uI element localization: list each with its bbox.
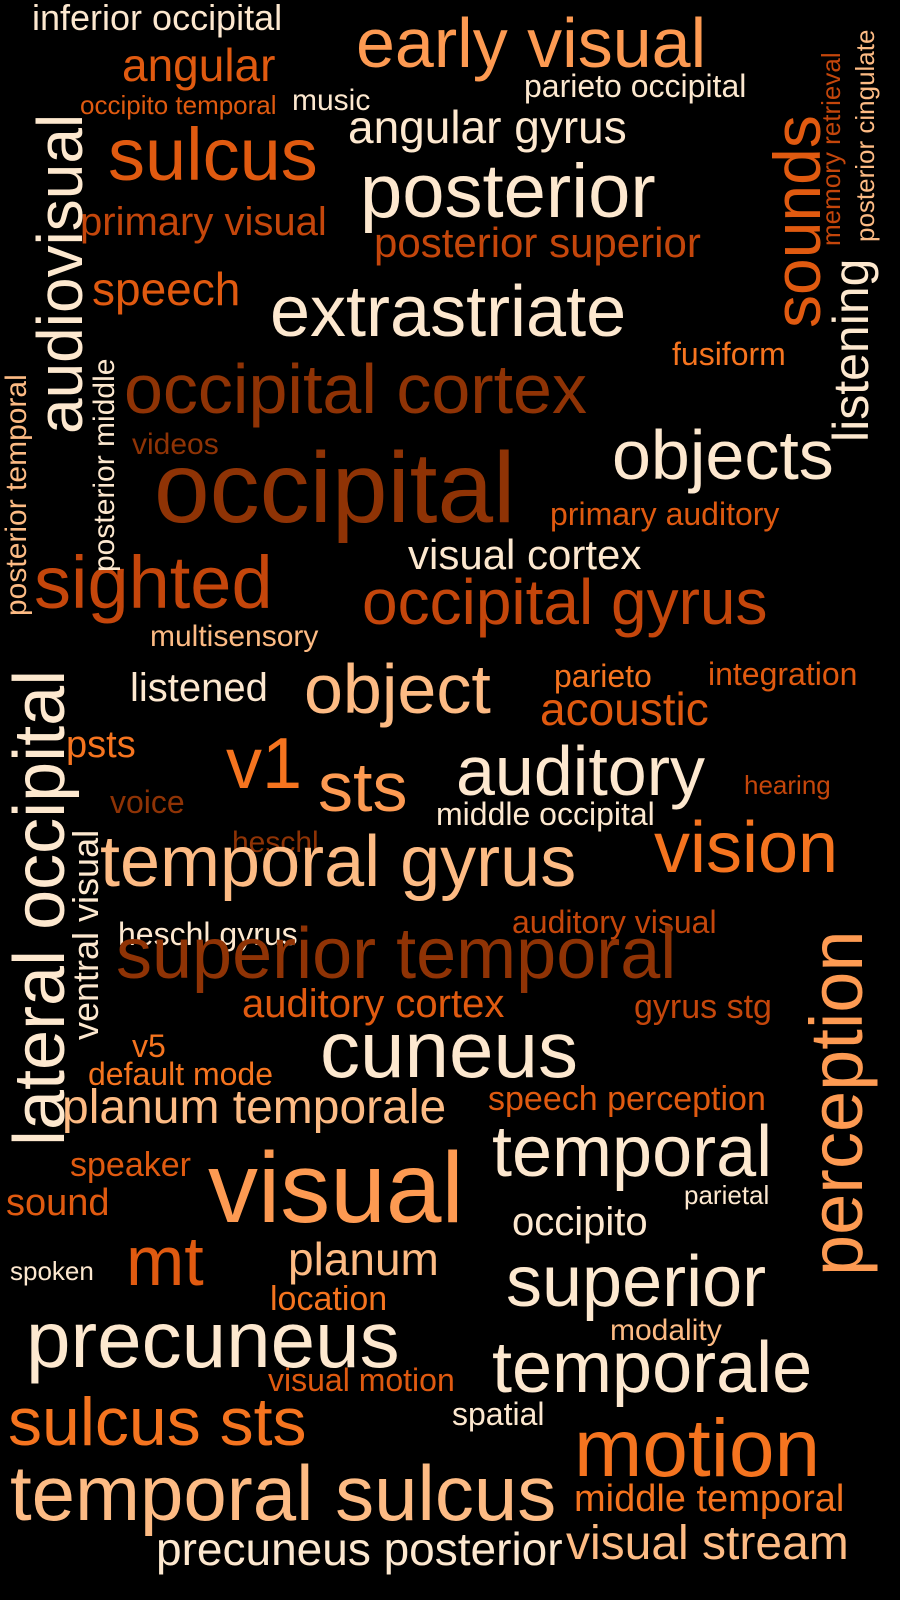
word-objects: objects <box>612 416 834 494</box>
word-mt: mt <box>126 1222 204 1300</box>
word-cuneus: cuneus <box>320 1005 578 1094</box>
word-posterior-cingulate: posterior cingulate <box>850 29 880 242</box>
word-multisensory: multisensory <box>150 620 319 653</box>
word-planum: planum <box>288 1233 439 1285</box>
word-vision: vision <box>654 808 839 888</box>
word-default-mode: default mode <box>88 1056 274 1092</box>
word-auditory: auditory <box>456 732 706 810</box>
word-auditory-visual: auditory visual <box>512 904 717 940</box>
word-precuneus: precuneus <box>26 1295 400 1384</box>
word-videos: videos <box>132 428 219 461</box>
word-integration: integration <box>708 656 858 692</box>
word-visual-motion: visual motion <box>268 1362 455 1398</box>
word-memory-retrieval: memory retrieval <box>816 52 846 246</box>
word-occipital-gyrus: occipital gyrus <box>362 566 768 638</box>
word-motion: motion <box>574 1403 821 1494</box>
word-gyrus-stg: gyrus stg <box>634 988 772 1026</box>
word-extrastriate: extrastriate <box>270 272 627 352</box>
word-superior-temporal: superior temporal <box>116 914 677 994</box>
word-primary-auditory: primary auditory <box>550 496 780 532</box>
word-primary-visual: primary visual <box>80 200 327 244</box>
word-middle-occipital: middle occipital <box>436 796 655 832</box>
word-location: location <box>270 1280 388 1318</box>
word-angular-gyrus: angular gyrus <box>348 101 627 153</box>
word-precuneus-posterior: precuneus posterior <box>156 1523 563 1575</box>
word-auditory-cortex: auditory cortex <box>242 982 505 1026</box>
word-temporal-sulcus: temporal sulcus <box>10 1449 557 1537</box>
word-sts: sts <box>318 748 408 826</box>
word-hearing: hearing <box>744 770 831 800</box>
word-occipito-temporal: occipito temporal <box>80 90 277 120</box>
word-speech-perception: speech perception <box>488 1080 766 1118</box>
word-music: music <box>292 84 371 117</box>
word-posterior-superior: posterior superior <box>374 219 701 266</box>
word-temporal: temporal <box>492 1112 773 1192</box>
word-visual-cortex: visual cortex <box>408 531 642 578</box>
word-perception: perception <box>795 930 878 1276</box>
word-ventral-visual: ventral visual <box>65 829 106 1040</box>
word-listening: listening <box>823 258 879 442</box>
word-heschl: heschl <box>232 826 319 859</box>
word-early-visual: early visual <box>356 4 707 82</box>
word-superior: superior <box>506 1242 767 1322</box>
word-occipito: occipito <box>512 1200 648 1244</box>
word-parietal: parietal <box>684 1180 770 1210</box>
word-angular: angular <box>122 39 276 91</box>
word-heschl-gyrus: heschl gyrus <box>118 916 298 952</box>
word-occipital: occipital <box>154 432 516 544</box>
word-planum-temporale: planum temporale <box>62 1081 447 1134</box>
word-posterior-middle: posterior middle <box>88 358 121 572</box>
word-object: object <box>304 650 491 728</box>
word-sulcus-sts: sulcus sts <box>8 1384 307 1460</box>
word-spoken: spoken <box>10 1256 94 1286</box>
word-listened: listened <box>130 666 268 710</box>
word-occipital-cortex: occipital cortex <box>124 350 587 428</box>
word-audiovisual: audiovisual <box>24 113 96 434</box>
word-voice: voice <box>110 784 185 820</box>
word-posterior-temporal: posterior temporal <box>0 374 33 616</box>
word-spatial: spatial <box>452 1396 545 1432</box>
word-speech: speech <box>92 263 241 315</box>
word-posterior: posterior <box>360 149 656 234</box>
word-psts: psts <box>66 724 136 766</box>
word-v1: v1 <box>226 724 303 804</box>
word-middle-temporal: middle temporal <box>574 1478 845 1520</box>
word-speaker: speaker <box>70 1146 191 1184</box>
word-sulcus: sulcus <box>108 113 318 196</box>
word-temporale: temporale <box>492 1328 813 1408</box>
word-modality: modality <box>610 1314 722 1347</box>
word-acoustic: acoustic <box>540 683 709 735</box>
word-parieto-occipital: parieto occipital <box>524 68 747 104</box>
word-visual-stream: visual stream <box>566 1517 849 1570</box>
word-parieto: parieto <box>554 658 652 694</box>
word-visual: visual <box>208 1132 464 1244</box>
word-inferior-occipital: inferior occipital <box>32 0 283 38</box>
word-temporal-gyrus: temporal gyrus <box>100 822 577 902</box>
word-fusiform: fusiform <box>672 336 786 372</box>
word-v5: v5 <box>132 1028 166 1064</box>
word-sighted: sighted <box>34 541 273 624</box>
word-sound: sound <box>6 1182 110 1224</box>
